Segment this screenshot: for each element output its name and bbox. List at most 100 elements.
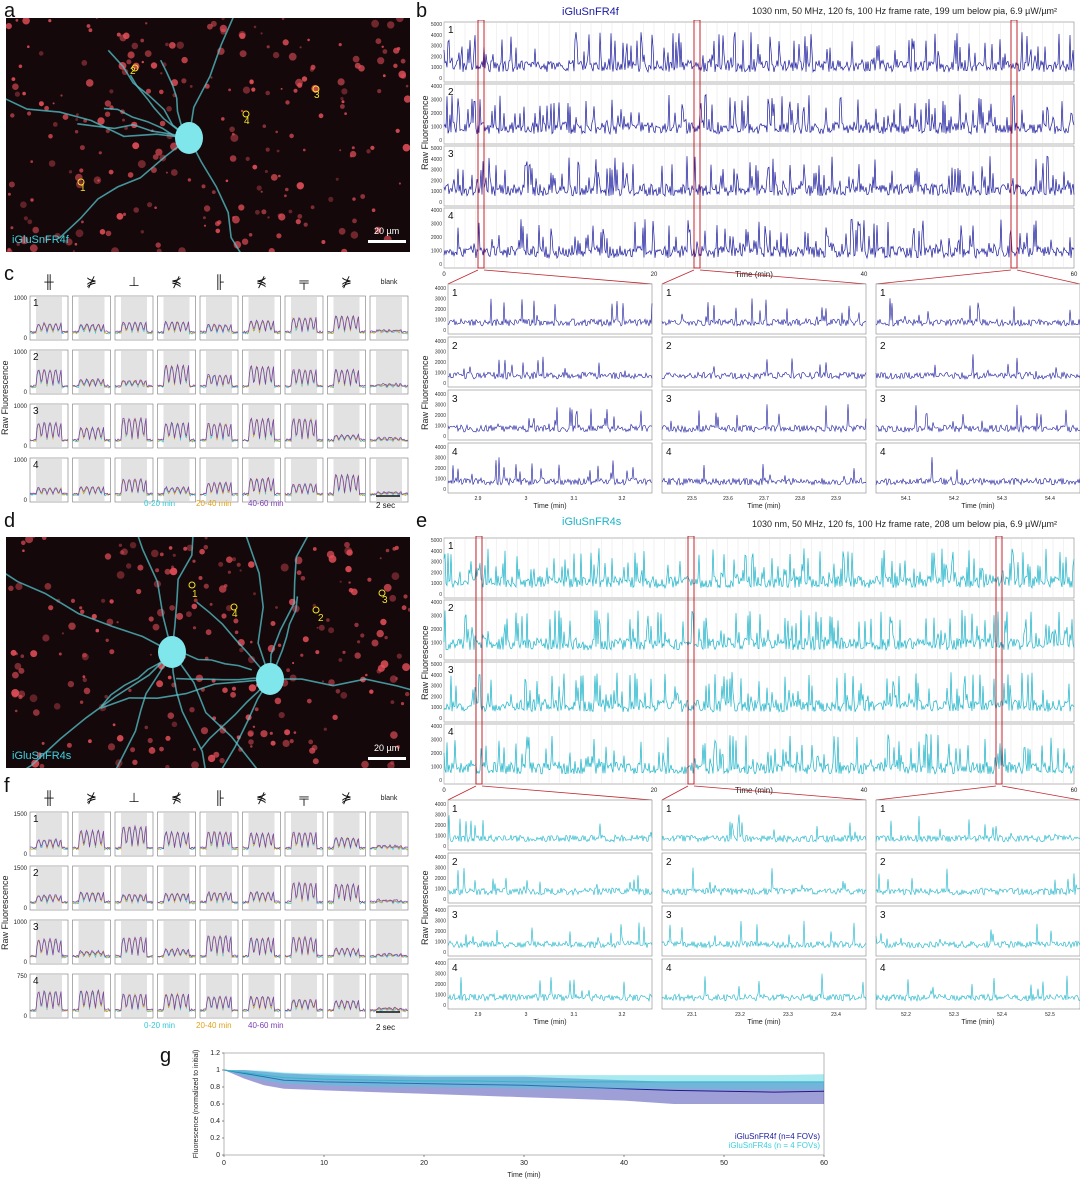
synaptic-puncta (249, 79, 254, 84)
stimulus-glyph: ⋠ (256, 274, 267, 289)
response-trace (29, 937, 69, 958)
synaptic-puncta (11, 689, 20, 697)
trace-row-label: 1 (448, 541, 454, 552)
zoom-trace (875, 298, 1080, 327)
dendrite (188, 18, 234, 139)
synaptic-puncta (396, 744, 401, 749)
response-trace (29, 421, 69, 442)
synaptic-puncta (146, 88, 151, 94)
synaptic-puncta (248, 561, 255, 568)
panel-letter-f: f (4, 775, 10, 797)
zoom-window (477, 20, 485, 269)
synaptic-puncta (280, 87, 283, 90)
synaptic-puncta (145, 22, 148, 25)
synaptic-puncta (401, 605, 407, 611)
zoom-x-tick-label: 54.4 (1045, 496, 1055, 502)
y-tick-label: 2000 (431, 54, 442, 60)
y-tick-label: 0 (443, 1003, 446, 1009)
response-trace (369, 328, 409, 334)
synaptic-puncta (340, 97, 344, 101)
y-tick-label: 4000 (435, 339, 446, 345)
synaptic-puncta (20, 201, 27, 208)
synaptic-puncta (30, 198, 34, 202)
response-trace (242, 995, 281, 1012)
synaptic-puncta (21, 540, 26, 546)
roi-row-label: 1 (33, 298, 39, 309)
response-trace (242, 936, 281, 958)
stimulus-shading (163, 921, 190, 963)
zoom-row-frame (875, 905, 1080, 957)
legend-entry: iGluSnFR4f (n=4 FOVs) (735, 1132, 820, 1141)
zoom-window (687, 536, 695, 785)
panel-c-orientation-responses: ╫ ⋡ ⊥ ⋠ ╟ ⋠ ╤ ⋡ blank 1000 0 1 1000 0 2 1000 0 3 1000 0 4 (14, 274, 409, 504)
response-trace (199, 890, 239, 904)
zoom-trace (875, 457, 1080, 487)
synaptic-puncta (74, 242, 78, 246)
response-trace (242, 891, 281, 904)
dendrite (245, 537, 271, 680)
roi-circle (131, 64, 139, 72)
micrograph-igluSnFR4f: 2 3 4 1 iGluSnFR4f 20 µm (6, 18, 410, 252)
synaptic-puncta (203, 224, 207, 227)
synaptic-puncta (251, 87, 256, 92)
zoom-row-frame (875, 958, 1080, 1010)
synaptic-puncta (44, 105, 49, 111)
soma (158, 636, 186, 668)
roi-row-label: 4 (33, 976, 39, 987)
y-tick-label: 1000 (431, 641, 442, 647)
zoom-connector (875, 269, 1012, 285)
y-tick-label: 4000 (431, 33, 442, 39)
synaptic-puncta (396, 653, 402, 659)
synaptic-puncta (44, 235, 50, 242)
response-trace (114, 477, 154, 495)
synaptic-puncta (230, 133, 239, 142)
synaptic-puncta (48, 19, 52, 23)
stimulus-shading (78, 867, 105, 909)
stimulus-glyph: ╟ (214, 274, 224, 290)
stimulus-shading (333, 405, 360, 447)
y-tick-label: 0 (443, 897, 446, 903)
synaptic-puncta (345, 565, 352, 573)
zoom-x-tick-label: 23.5 (687, 496, 697, 502)
synaptic-puncta (203, 205, 211, 212)
synaptic-puncta (344, 547, 353, 555)
micrograph-igluSnFR4s: 1 4 2 3 iGluSnFR4s 20 µm (6, 537, 410, 768)
scale-bar-label: 2 sec (376, 1023, 396, 1032)
synaptic-puncta (58, 652, 62, 656)
zoom-connector (447, 785, 477, 801)
synaptic-puncta (159, 120, 166, 127)
zoom-row-label: 4 (452, 447, 458, 458)
synaptic-puncta (11, 77, 16, 81)
synaptic-puncta (116, 621, 119, 624)
synaptic-puncta (165, 735, 171, 741)
zoom-window (693, 20, 701, 269)
synaptic-puncta (379, 557, 382, 560)
synaptic-puncta (106, 618, 114, 626)
synaptic-puncta (48, 605, 54, 611)
y-tick-label: 1000 (14, 296, 28, 302)
y-tick-label: 5000 (431, 22, 442, 28)
synaptic-puncta (240, 109, 244, 113)
zoom-row-frame (875, 389, 1080, 441)
zoom-trace (447, 356, 653, 380)
synaptic-puncta (30, 160, 34, 164)
synaptic-puncta (352, 218, 357, 224)
stimulus-glyph: ╤ (298, 790, 309, 807)
synaptic-puncta (275, 606, 278, 609)
synaptic-puncta (328, 627, 335, 634)
synaptic-puncta (239, 32, 246, 39)
synaptic-puncta (203, 583, 209, 589)
trace-row-label: 4 (448, 727, 454, 738)
stimulus-glyph: ⋡ (86, 274, 97, 289)
synaptic-puncta (371, 19, 379, 28)
y-tick-label: 1000 (435, 887, 446, 893)
synaptic-puncta (299, 46, 302, 49)
response-trace (157, 947, 196, 958)
synaptic-puncta (340, 104, 345, 109)
zoom-row-frame (447, 799, 653, 851)
synaptic-puncta (140, 38, 145, 43)
response-trace (72, 485, 111, 496)
zoom-trace (875, 975, 1080, 1003)
synaptic-puncta (393, 63, 398, 68)
response-trace (327, 999, 366, 1012)
